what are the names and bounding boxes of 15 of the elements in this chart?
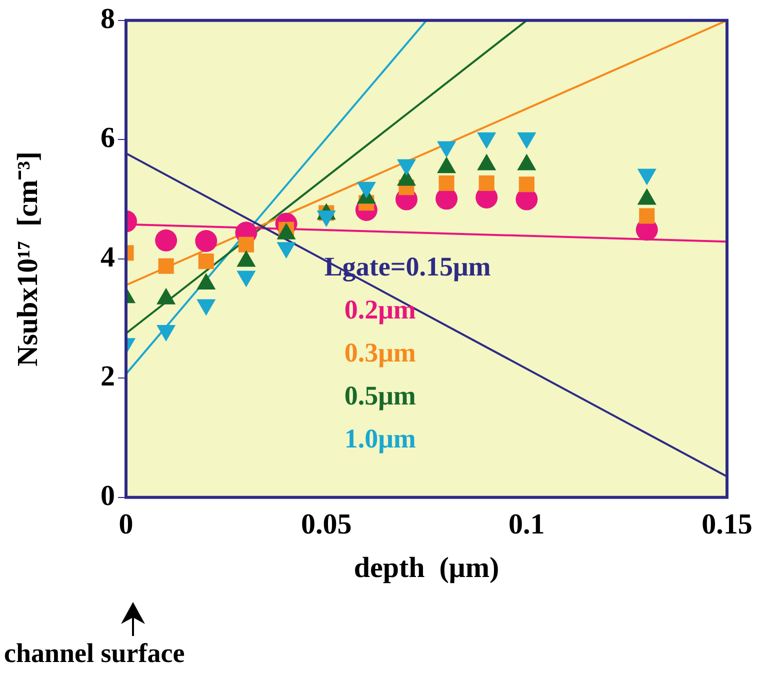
x-tick-label: 0.1: [508, 508, 545, 540]
text: 0.5μm: [344, 380, 416, 410]
y-tick-label: 4: [100, 241, 115, 274]
y-tick-label: 2: [100, 360, 115, 393]
y-tick-label: 0: [100, 480, 115, 512]
x-tick-label: 0.15: [702, 508, 752, 540]
x-axis-title: depth (μm): [354, 552, 500, 584]
y-tick-label: 6: [100, 122, 115, 154]
x-tick-label: 0.05: [300, 508, 352, 540]
text: 0.2μm: [344, 294, 416, 324]
text: 1.0μm: [344, 423, 416, 454]
text: channel surface: [4, 638, 185, 668]
text: 0.3μm: [344, 337, 416, 368]
y-axis-title: Nsubx10¹⁷ [cm⁻³]: [12, 151, 44, 366]
y-tick-label: 8: [100, 2, 115, 35]
